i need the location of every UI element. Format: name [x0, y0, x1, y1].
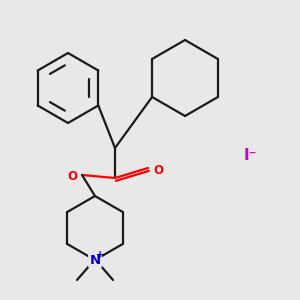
Text: O: O: [67, 170, 77, 184]
Text: N: N: [89, 254, 100, 266]
Text: I⁻: I⁻: [243, 148, 257, 163]
Text: +: +: [96, 250, 104, 260]
Text: O: O: [153, 164, 163, 176]
